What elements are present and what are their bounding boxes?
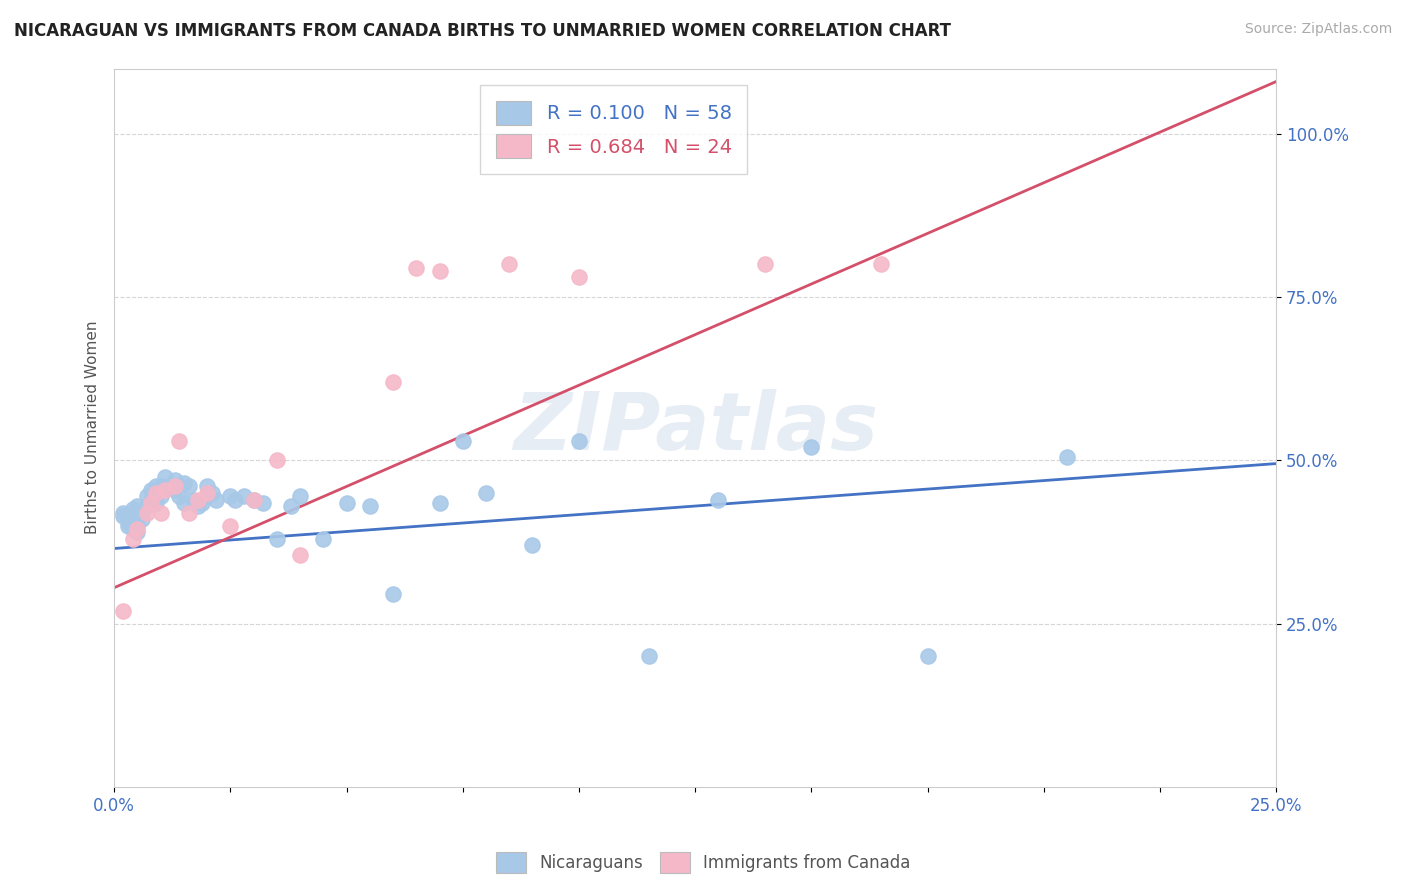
- Point: [568, 270, 591, 285]
- Point: [112, 603, 135, 617]
- Point: [145, 496, 167, 510]
- Point: [121, 522, 143, 536]
- Y-axis label: Births to Unmarried Women: Births to Unmarried Women: [86, 321, 100, 534]
- Point: [127, 518, 149, 533]
- Point: [405, 260, 427, 275]
- Point: [181, 492, 204, 507]
- Point: [121, 532, 143, 546]
- Point: [917, 649, 939, 664]
- Point: [145, 479, 167, 493]
- Point: [195, 489, 218, 503]
- Point: [112, 506, 135, 520]
- Point: [195, 479, 218, 493]
- Point: [754, 257, 776, 271]
- Point: [141, 483, 163, 497]
- Point: [637, 649, 659, 664]
- Point: [127, 522, 149, 536]
- Point: [288, 489, 311, 503]
- Point: [205, 492, 228, 507]
- Point: [266, 532, 288, 546]
- Point: [201, 486, 224, 500]
- Point: [475, 486, 498, 500]
- Point: [173, 496, 195, 510]
- Point: [429, 496, 451, 510]
- Point: [121, 502, 143, 516]
- Point: [191, 496, 214, 510]
- Legend: R = 0.100   N = 58, R = 0.684   N = 24: R = 0.100 N = 58, R = 0.684 N = 24: [481, 86, 747, 174]
- Point: [233, 489, 256, 503]
- Point: [167, 489, 190, 503]
- Point: [242, 492, 264, 507]
- Point: [163, 483, 186, 497]
- Point: [451, 434, 474, 448]
- Point: [280, 499, 302, 513]
- Text: Source: ZipAtlas.com: Source: ZipAtlas.com: [1244, 22, 1392, 37]
- Point: [522, 538, 544, 552]
- Legend: Nicaraguans, Immigrants from Canada: Nicaraguans, Immigrants from Canada: [489, 846, 917, 880]
- Point: [177, 479, 200, 493]
- Point: [141, 492, 163, 507]
- Point: [429, 264, 451, 278]
- Point: [219, 489, 242, 503]
- Point: [288, 548, 311, 562]
- Point: [135, 499, 157, 513]
- Point: [149, 489, 172, 503]
- Point: [141, 496, 163, 510]
- Text: ZIPatlas: ZIPatlas: [513, 389, 877, 467]
- Point: [187, 492, 209, 507]
- Point: [800, 440, 823, 454]
- Point: [187, 499, 209, 513]
- Point: [127, 499, 149, 513]
- Text: NICARAGUAN VS IMMIGRANTS FROM CANADA BIRTHS TO UNMARRIED WOMEN CORRELATION CHART: NICARAGUAN VS IMMIGRANTS FROM CANADA BIR…: [14, 22, 950, 40]
- Point: [219, 518, 242, 533]
- Point: [173, 476, 195, 491]
- Point: [335, 496, 357, 510]
- Point: [382, 587, 405, 601]
- Point: [242, 492, 264, 507]
- Point: [163, 479, 186, 493]
- Point: [252, 496, 274, 510]
- Point: [177, 506, 200, 520]
- Point: [498, 257, 520, 271]
- Point: [117, 508, 139, 523]
- Point: [870, 257, 893, 271]
- Point: [155, 469, 177, 483]
- Point: [121, 516, 143, 530]
- Point: [359, 499, 381, 513]
- Point: [163, 473, 186, 487]
- Point: [382, 375, 405, 389]
- Point: [117, 516, 139, 530]
- Point: [135, 506, 157, 520]
- Point: [155, 483, 177, 497]
- Point: [131, 512, 153, 526]
- Point: [127, 525, 149, 540]
- Point: [149, 506, 172, 520]
- Point: [1056, 450, 1078, 464]
- Point: [195, 486, 218, 500]
- Point: [266, 453, 288, 467]
- Point: [312, 532, 335, 546]
- Point: [117, 518, 139, 533]
- Point: [145, 486, 167, 500]
- Point: [224, 492, 246, 507]
- Point: [568, 434, 591, 448]
- Point: [149, 479, 172, 493]
- Point: [167, 434, 190, 448]
- Point: [127, 508, 149, 523]
- Point: [112, 508, 135, 523]
- Point: [135, 489, 157, 503]
- Point: [159, 479, 181, 493]
- Point: [707, 492, 730, 507]
